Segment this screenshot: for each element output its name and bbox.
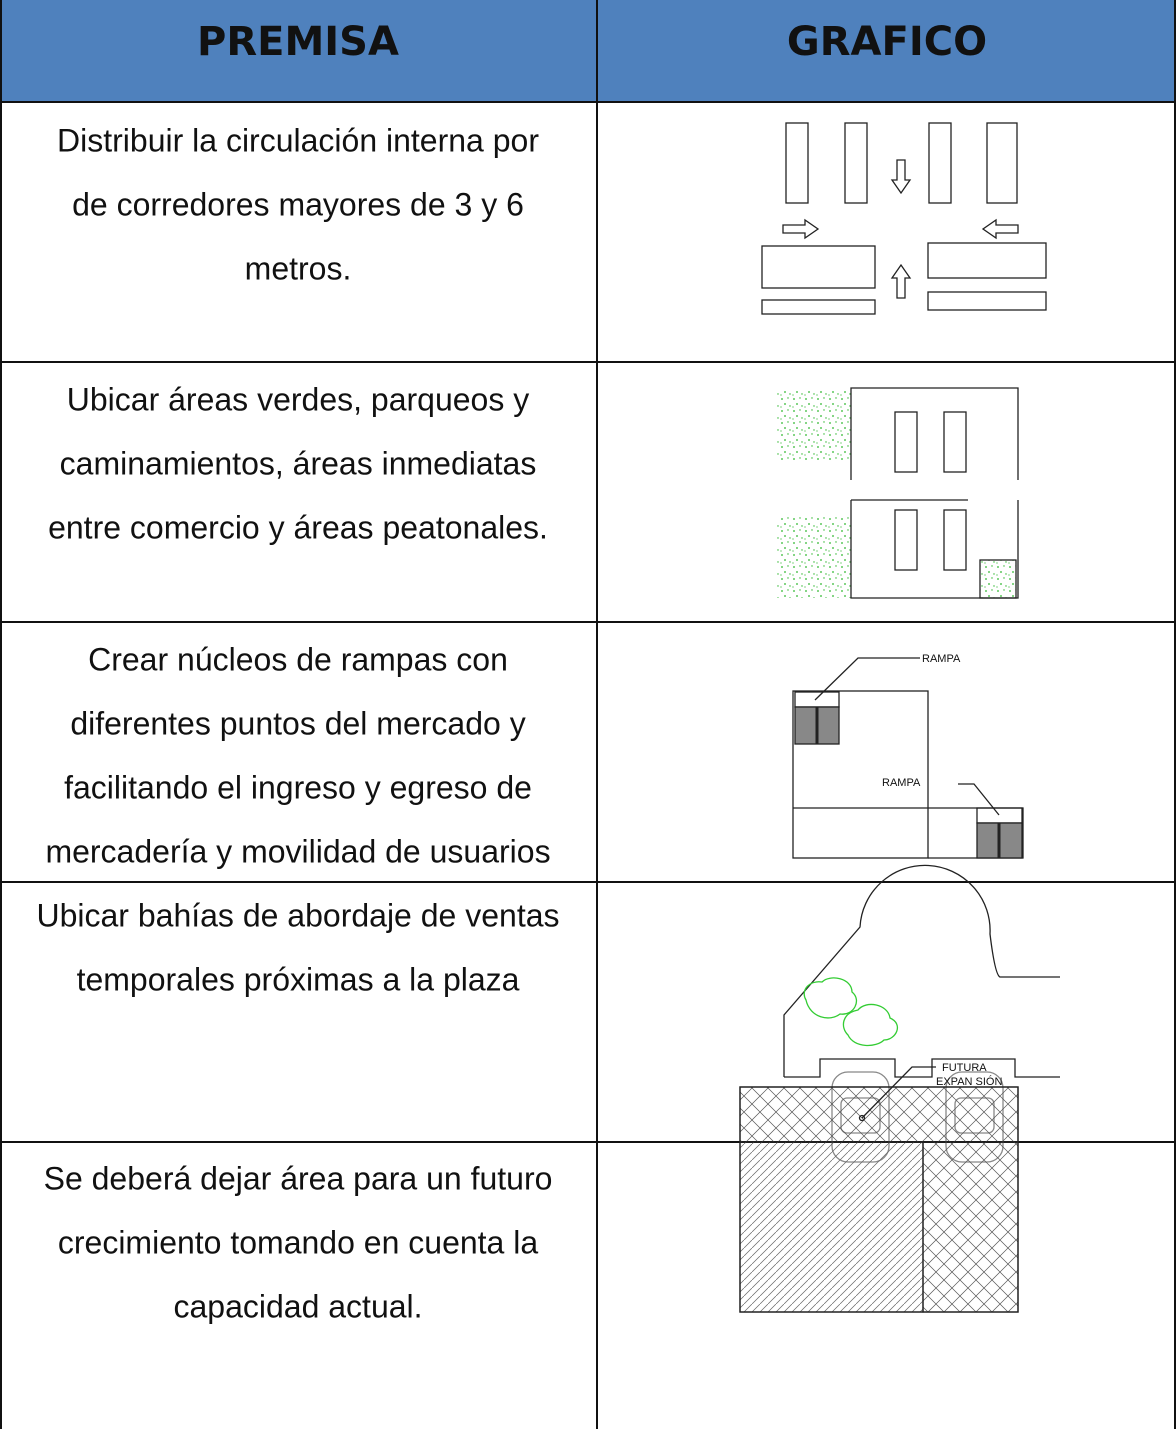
premisa-line: caminamientos, áreas inmediatas bbox=[60, 445, 537, 481]
header-cell: PREMISA bbox=[197, 19, 399, 65]
premisa-line: capacidad actual. bbox=[173, 1288, 422, 1324]
premisa-line: entre comercio y áreas peatonales. bbox=[48, 509, 548, 545]
premisa-line: crecimiento tomando en cuenta la bbox=[58, 1224, 538, 1260]
premisa-line: temporales próximas a la plaza bbox=[77, 961, 520, 997]
premisa-line: Ubicar bahías de abordaje de ventas bbox=[36, 897, 559, 933]
header-bg bbox=[0, 0, 1176, 102]
premisa-line: diferentes puntos del mercado y bbox=[70, 705, 525, 741]
header-cell: GRAFICO bbox=[787, 19, 987, 65]
premisa-line: facilitando el ingreso y egreso de bbox=[64, 769, 532, 805]
green-areas-diagram bbox=[777, 387, 1019, 599]
diagram-label: RAMPA bbox=[882, 777, 921, 789]
premisa-line: metros. bbox=[245, 250, 352, 286]
diagram-label: FUTURA bbox=[942, 1062, 987, 1074]
premisa-line: Se deberá dejar área para un futuro bbox=[44, 1160, 553, 1196]
diagram-label: EXPAN SIÓN bbox=[936, 1075, 1002, 1088]
premisa-column: Distribuir la circulación interna por de … bbox=[36, 122, 559, 1324]
ramp-diagram bbox=[792, 657, 1024, 859]
diagram-label: RAMPA bbox=[922, 653, 961, 665]
circulation-diagram bbox=[761, 122, 1047, 315]
premisa-line: Ubicar áreas verdes, parqueos y bbox=[67, 381, 529, 417]
premisa-line: Crear núcleos de rampas con bbox=[88, 641, 508, 677]
premisa-line: Distribuir la circulación interna por bbox=[57, 122, 539, 158]
premisa-line: de corredores mayores de 3 y 6 bbox=[72, 186, 524, 222]
expansion-diagram bbox=[739, 1066, 1019, 1313]
premisa-line: mercadería y movilidad de usuarios bbox=[45, 833, 550, 869]
